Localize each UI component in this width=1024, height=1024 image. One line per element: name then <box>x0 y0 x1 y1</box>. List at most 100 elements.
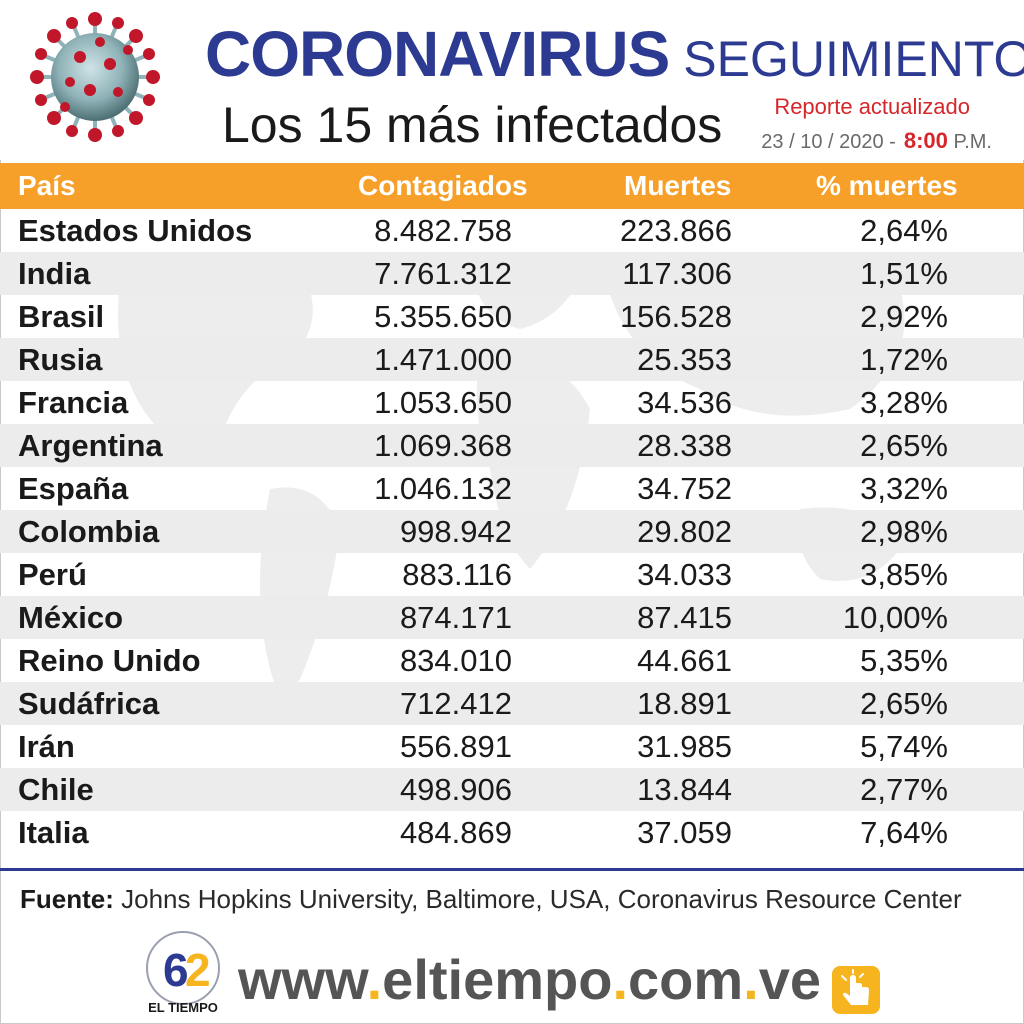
table-row: Irán 556.891 31.985 5,74% <box>0 725 1024 768</box>
deaths-cell: 25.353 <box>637 342 732 377</box>
url-dot: . <box>743 948 759 1011</box>
country-cell: Francia <box>18 385 129 420</box>
country-cell: Brasil <box>18 299 105 334</box>
deaths-cell: 117.306 <box>622 256 732 291</box>
deaths-cell: 31.985 <box>637 729 732 764</box>
url-part: ve <box>758 948 822 1011</box>
deaths-cell: 87.415 <box>637 600 732 635</box>
deaths-cell: 18.891 <box>637 686 732 721</box>
deaths-cell: 223.866 <box>619 213 732 248</box>
country-cell: Chile <box>18 772 94 807</box>
country-cell: Perú <box>18 557 87 592</box>
logo-number-2: 2 <box>185 944 211 996</box>
country-cell: España <box>18 471 129 506</box>
pct-cell: 2,92% <box>860 299 948 334</box>
country-cell: México <box>18 600 124 635</box>
country-cell: Estados Unidos <box>18 213 253 248</box>
pct-cell: 3,28% <box>860 385 948 420</box>
pct-cell: 2,65% <box>860 428 948 463</box>
pct-cell: 2,64% <box>860 213 948 248</box>
country-cell: Irán <box>18 729 75 764</box>
url-part: www <box>238 948 367 1011</box>
cases-cell: 998.942 <box>399 514 512 549</box>
footer-divider <box>0 868 1024 871</box>
cases-cell: 8.482.758 <box>374 213 512 248</box>
source-note: Fuente: Johns Hopkins University, Baltim… <box>20 884 962 915</box>
column-header-pct: % muertes <box>816 170 958 201</box>
table-row: Estados Unidos 8.482.758 223.866 2,64% <box>0 209 1024 252</box>
url-dot: . <box>612 948 628 1011</box>
time-text: 8:00 <box>903 128 948 153</box>
cases-cell: 834.010 <box>399 643 512 678</box>
cases-cell: 7.761.312 <box>374 256 512 291</box>
table-row: Italia 484.869 37.059 7,64% <box>0 811 1024 854</box>
url-part: com <box>628 948 744 1011</box>
page-subtitle: Los 15 más infectados <box>222 97 723 153</box>
title-secondary: seguimiento <box>683 31 1024 87</box>
pct-cell: 10,00% <box>842 600 948 635</box>
tap-hand-icon[interactable] <box>832 966 880 1014</box>
country-cell: Sudáfrica <box>18 686 160 721</box>
table-row: India 7.761.312 117.306 1,51% <box>0 252 1024 295</box>
cases-cell: 874.171 <box>399 600 512 635</box>
pct-cell: 1,72% <box>860 342 948 377</box>
table-row: España 1.046.132 34.752 3,32% <box>0 467 1024 510</box>
deaths-cell: 44.661 <box>637 643 732 678</box>
deaths-cell: 156.528 <box>619 299 732 334</box>
report-label: Reporte actualizado <box>774 94 970 119</box>
cases-cell: 712.412 <box>399 686 512 721</box>
deaths-cell: 34.033 <box>637 557 732 592</box>
header: Coronavirus seguimiento Los 15 más infect… <box>0 0 1024 160</box>
table-row: México 874.171 87.415 10,00% <box>0 596 1024 639</box>
date-text: 23 / 10 / 2020 - <box>761 131 896 153</box>
country-cell: India <box>18 256 91 291</box>
deaths-cell: 34.752 <box>637 471 732 506</box>
pct-cell: 2,98% <box>860 514 948 549</box>
column-header-cases: Contagiados <box>358 170 528 201</box>
deaths-cell: 34.536 <box>637 385 732 420</box>
cases-cell: 498.906 <box>399 772 512 807</box>
table-row: Perú 883.116 34.033 3,85% <box>0 553 1024 596</box>
pct-cell: 5,74% <box>860 729 948 764</box>
url-part: eltiempo <box>382 948 613 1011</box>
report-date: 23 / 10 / 2020 - 8:00 P.M. <box>761 128 992 154</box>
url-dot: . <box>366 948 383 1011</box>
source-text: Johns Hopkins University, Baltimore, USA… <box>121 884 962 914</box>
country-cell: Italia <box>18 815 89 850</box>
source-label: Fuente: <box>20 884 114 914</box>
cases-cell: 1.069.368 <box>374 428 512 463</box>
pct-cell: 2,77% <box>860 772 948 807</box>
website-url[interactable]: www.eltiempo.com.ve <box>238 950 821 1010</box>
pct-cell: 2,65% <box>860 686 948 721</box>
pct-cell: 3,32% <box>860 471 948 506</box>
cases-cell: 556.891 <box>399 729 512 764</box>
table-body: Estados Unidos 8.482.758 223.866 2,64% I… <box>0 209 1024 862</box>
country-cell: Colombia <box>18 514 160 549</box>
el-tiempo-logo[interactable]: 6 2 EL TIEMPO <box>137 930 229 1016</box>
table-row: Rusia 1.471.000 25.353 1,72% <box>0 338 1024 381</box>
coronavirus-icon <box>30 12 160 142</box>
deaths-cell: 28.338 <box>637 428 732 463</box>
table-row: Reino Unido 834.010 44.661 5,35% <box>0 639 1024 682</box>
pct-cell: 3,85% <box>860 557 948 592</box>
logo-name: EL TIEMPO <box>148 1000 218 1015</box>
table-row: Brasil 5.355.650 156.528 2,92% <box>0 295 1024 338</box>
country-cell: Argentina <box>18 428 163 463</box>
table-header: País Contagiados Muertes % muertes <box>0 163 1024 209</box>
table-row: Argentina 1.069.368 28.338 2,65% <box>0 424 1024 467</box>
title-main: Coronavirus <box>205 18 670 90</box>
table-row: Colombia 998.942 29.802 2,98% <box>0 510 1024 553</box>
cases-cell: 1.046.132 <box>374 471 512 506</box>
deaths-cell: 29.802 <box>637 514 732 549</box>
cases-cell: 1.471.000 <box>374 342 512 377</box>
pct-cell: 1,51% <box>860 256 948 291</box>
cases-cell: 5.355.650 <box>374 299 512 334</box>
page-title: Coronavirus seguimiento <box>205 22 1024 86</box>
column-header-deaths: Muertes <box>624 170 732 201</box>
table-row: Sudáfrica 712.412 18.891 2,65% <box>0 682 1024 725</box>
pct-cell: 5,35% <box>860 643 948 678</box>
logo-number: 6 <box>163 944 189 996</box>
country-cell: Rusia <box>18 342 103 377</box>
cases-cell: 883.116 <box>402 557 512 592</box>
ampm-text: P.M. <box>953 131 992 153</box>
